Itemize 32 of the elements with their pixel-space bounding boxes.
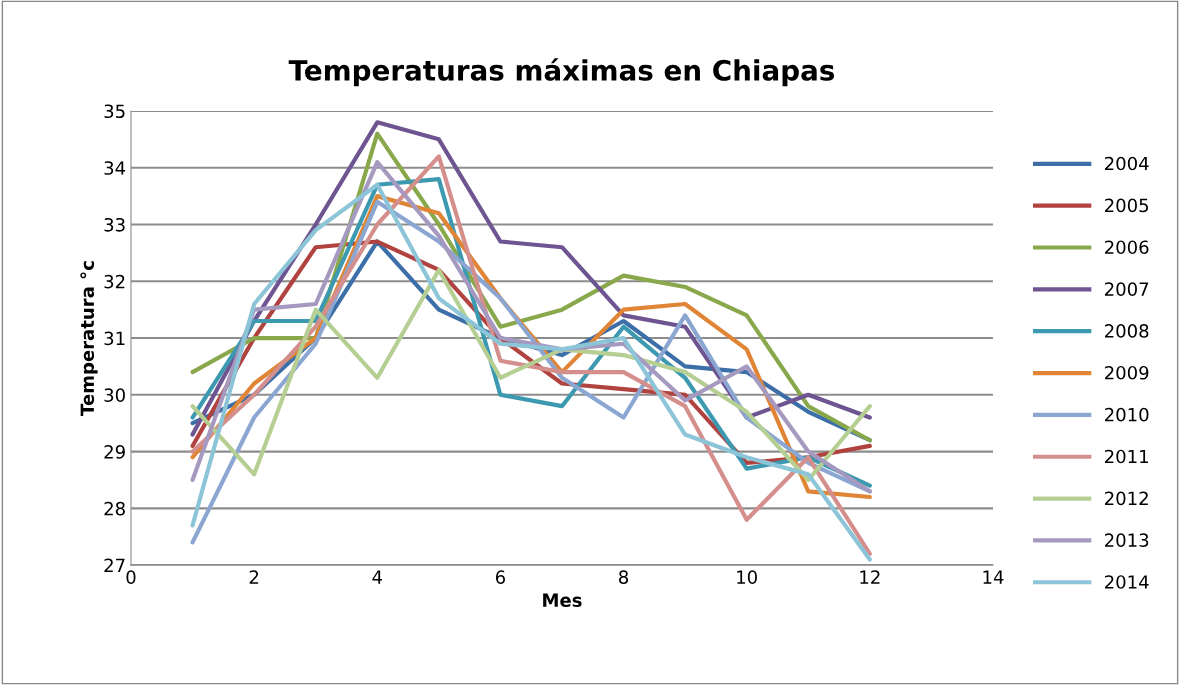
legend-label: 2013 (1105, 533, 1149, 548)
legend-label: 2009 (1105, 365, 1149, 380)
legend-label: 2012 (1105, 491, 1148, 506)
x-tick-label: 14 (983, 570, 1004, 584)
y-tick-label: 28 (104, 501, 125, 516)
x-tick-label: 8 (619, 570, 629, 584)
x-axis-title: Mes (543, 593, 582, 607)
y-tick-label: 29 (104, 445, 125, 459)
y-tick-label: 32 (104, 274, 125, 289)
x-tick-label: 2 (249, 570, 259, 584)
legend-label: 2008 (1105, 324, 1149, 338)
line-series (190, 267, 872, 483)
legend-label: 2014 (1105, 575, 1149, 589)
x-tick-label: 4 (372, 570, 382, 584)
legend-label: 2006 (1105, 240, 1149, 255)
x-tick-label: 6 (495, 570, 506, 584)
legend-label: 2011 (1105, 449, 1148, 464)
legend-label: 2010 (1105, 407, 1149, 422)
x-tick-label: 10 (737, 570, 757, 584)
chart-title: Temperaturas máximas en Chiapas (288, 58, 835, 87)
x-tick-label: 12 (860, 570, 880, 584)
legend-label: 2004 (1105, 156, 1149, 171)
legend-label: 2005 (1105, 198, 1149, 213)
y-tick-label: 31 (104, 331, 125, 346)
y-tick-label: 34 (104, 161, 126, 175)
y-tick-label: 27 (104, 558, 125, 572)
y-tick-label: 30 (104, 388, 125, 402)
y-tick-label: 33 (104, 217, 125, 232)
y-axis-title: Temperatura °c (80, 261, 98, 416)
y-tick-label: 35 (104, 104, 125, 119)
legend-label: 2007 (1105, 282, 1149, 296)
x-tick-label: 0 (126, 570, 136, 584)
